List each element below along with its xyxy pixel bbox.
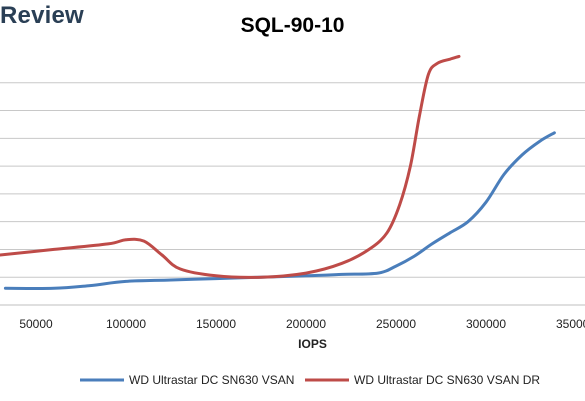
- x-axis-ticks: 50000 100000 150000 200000 250000 300000 35000…: [19, 317, 585, 331]
- series-line-1: [3, 131, 556, 291]
- series-lines: [0, 54, 556, 291]
- chart-title: SQL-90-10: [240, 14, 345, 37]
- legend-label: WD Ultrastar DC SN630 VSAN: [129, 373, 294, 387]
- x-tick-label: 300000: [466, 317, 506, 331]
- x-tick-label: 150000: [196, 317, 236, 331]
- x-tick-label: 50000: [19, 317, 53, 331]
- x-tick-label: 350000: [556, 317, 585, 331]
- brand-wordmark: Review: [0, 2, 84, 29]
- x-axis-title: IOPS: [298, 337, 327, 351]
- x-tick-label: 200000: [286, 317, 326, 331]
- gridlines: [0, 82, 585, 278]
- x-tick-label: 250000: [376, 317, 416, 331]
- series-line-2: [0, 54, 461, 279]
- legend: WD Ultrastar DC SN630 VSAN WD Ultrastar D…: [80, 373, 540, 387]
- x-tick-label: 100000: [106, 317, 146, 331]
- legend-label: WD Ultrastar DC SN630 VSAN DR: [354, 373, 540, 387]
